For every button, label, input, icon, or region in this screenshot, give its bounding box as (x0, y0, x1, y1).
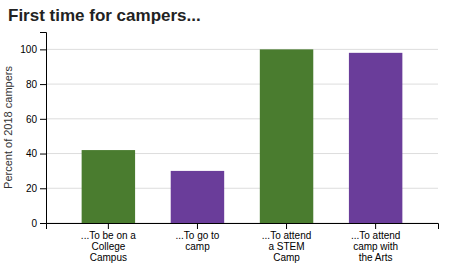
x-tick: ...To attendcamp withthe Arts (351, 223, 400, 263)
bar (82, 150, 135, 223)
x-tick-label-line: a STEM (268, 241, 304, 252)
x-axis-line (47, 224, 439, 230)
y-tick-label: 60 (26, 114, 38, 125)
x-tick-mark (286, 223, 287, 229)
bars (82, 49, 403, 223)
y-tick-label: 20 (26, 183, 38, 194)
y-tick: 80 (26, 79, 46, 90)
x-tick-label-line: Camp (273, 252, 300, 263)
y-axis-title: Percent of 2018 campers (2, 66, 14, 189)
y-tick-label: 40 (26, 148, 38, 159)
chart-svg: 0 20 40 60 80 100 ...To be on aCollegeCampus..… (0, 0, 450, 273)
x-tick-label-line: ...To attend (262, 230, 311, 241)
y-tick: 40 (26, 148, 46, 159)
grid (46, 49, 438, 223)
x-tick: ...To go tocamp (175, 223, 219, 252)
x-tick-label-line: ...To attend (351, 230, 400, 241)
x-tick-label: ...To attendcamp withthe Arts (351, 230, 400, 263)
x-tick-label: ...To go tocamp (175, 230, 219, 252)
bar (171, 171, 224, 223)
x-tick-label-line: the Arts (359, 252, 393, 263)
x-tick-label: ...To attenda STEMCamp (262, 230, 311, 263)
y-tick: 60 (26, 114, 46, 125)
x-tick-label: ...To be on aCollegeCampus (81, 230, 136, 263)
x-tick-label-line: ...To go to (175, 230, 219, 241)
y-tick-mark (40, 223, 46, 224)
plot: 0 20 40 60 80 100 ...To be on aCollegeCampus..… (20, 33, 438, 264)
x-tick-label-line: camp (185, 241, 210, 252)
bar (260, 49, 313, 223)
x-tick-mark (108, 223, 109, 229)
x-tick: ...To attenda STEMCamp (262, 223, 311, 263)
chart-title: First time for campers... (8, 6, 201, 25)
y-tick-mark (40, 188, 46, 189)
y-axis: 0 20 40 60 80 100 (20, 33, 46, 229)
x-tick-label-line: camp with (353, 241, 398, 252)
x-tick-label-line: ...To be on a (81, 230, 136, 241)
y-axis-line (40, 33, 47, 224)
y-tick: 0 (31, 218, 46, 229)
y-tick: 20 (26, 183, 46, 194)
y-tick-label: 0 (31, 218, 37, 229)
y-tick-label: 80 (26, 79, 38, 90)
x-tick-label-line: College (91, 241, 125, 252)
x-axis: ...To be on aCollegeCampus...To go tocam… (47, 223, 439, 263)
x-tick-label-line: Campus (90, 252, 127, 263)
chart-container: 0 20 40 60 80 100 ...To be on aCollegeCampus..… (0, 0, 450, 273)
y-tick-mark (40, 84, 46, 85)
x-tick-mark (375, 223, 376, 229)
bar (349, 53, 402, 223)
y-tick-mark (40, 119, 46, 120)
x-tick: ...To be on aCollegeCampus (81, 223, 136, 263)
y-tick-mark (40, 49, 46, 50)
y-tick-mark (40, 154, 46, 155)
x-tick-mark (197, 223, 198, 229)
y-tick: 100 (20, 44, 46, 55)
grid-line (46, 49, 438, 50)
y-tick-label: 100 (20, 44, 37, 55)
page: {"chart_data": {"type": "bar", "title": … (0, 0, 450, 273)
